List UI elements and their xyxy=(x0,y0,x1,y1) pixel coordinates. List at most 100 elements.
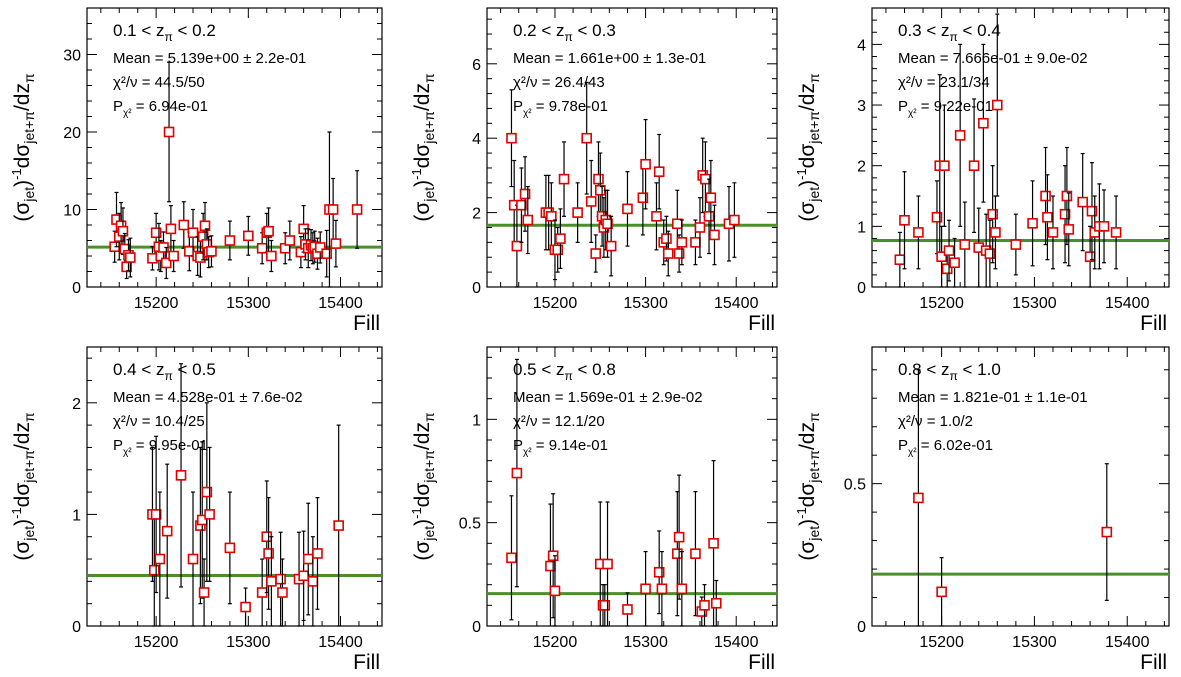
data-point xyxy=(522,214,534,226)
ylabel-part: dσ xyxy=(796,483,819,508)
data-point xyxy=(991,99,1003,111)
range-label-sub: π xyxy=(165,369,173,383)
x-tick-label: 15300 xyxy=(623,634,668,651)
range-label: 0.2 < zπ < 0.3 xyxy=(513,21,616,44)
ylabel-part: ) xyxy=(411,180,434,187)
ylabel-sup: -1 xyxy=(794,507,809,519)
data-point xyxy=(978,117,989,129)
ylabel-part: ) xyxy=(796,519,819,526)
data-point xyxy=(175,470,187,481)
ylabel-sub: jet+π xyxy=(806,450,822,484)
data-point xyxy=(622,604,633,615)
ylabel-sub: jet xyxy=(421,526,437,542)
data-point xyxy=(968,160,980,171)
data-point xyxy=(1101,526,1113,538)
data-point xyxy=(673,531,685,543)
ylabel-part: (σ xyxy=(11,541,34,561)
data-point xyxy=(959,239,971,250)
y-tick-label: 0 xyxy=(72,619,81,636)
ylabel-sup: -1 xyxy=(9,168,24,180)
data-point xyxy=(224,542,236,554)
data-point xyxy=(201,486,213,498)
ylabel-sub: jet+π xyxy=(21,111,37,145)
data-point xyxy=(1061,190,1073,202)
stat-prob-label: P xyxy=(113,437,123,454)
data-point xyxy=(206,246,217,257)
range-label-hi: < 0.5 xyxy=(173,360,216,379)
stat-prob-label: P xyxy=(513,437,523,454)
ylabel-part: dσ xyxy=(411,483,434,508)
y-axis-title: (σjet)-1dσjet+π/dzπ xyxy=(409,73,437,222)
x-tick-label: 15200 xyxy=(919,295,964,312)
data-point xyxy=(333,520,344,531)
data-point xyxy=(327,204,339,215)
x-tick-label: 15300 xyxy=(623,295,668,312)
stat-prob-value: = 9.22e-01 xyxy=(917,98,993,115)
ylabel-sup: -1 xyxy=(9,507,24,519)
ylabel-sub: jet xyxy=(21,187,37,203)
data-point xyxy=(163,126,175,138)
stat-prob-label: P xyxy=(513,98,523,115)
stat-prob-sub: χ² xyxy=(908,447,917,458)
ylabel-sub: π xyxy=(806,412,822,422)
ylabel-part: ) xyxy=(796,180,819,187)
data-point xyxy=(690,237,701,248)
stat-prob-value: = 6.94e-01 xyxy=(132,98,208,115)
y-axis-title: (σjet)-1dσjet+π/dzπ xyxy=(794,73,822,222)
data-point xyxy=(1098,221,1110,232)
data-point xyxy=(519,188,531,200)
range-label-sub: π xyxy=(950,30,958,44)
x-tick-label: 15200 xyxy=(533,295,578,312)
ylabel-part: /dz xyxy=(11,83,34,111)
y-tick-label: 0 xyxy=(472,619,481,636)
data-point xyxy=(240,601,251,613)
data-point xyxy=(150,509,162,520)
data-point xyxy=(506,132,517,144)
range-label-sub: π xyxy=(165,30,173,44)
data-point xyxy=(150,227,162,239)
ylabel-part: dσ xyxy=(11,144,34,169)
y-tick-label: 3 xyxy=(857,98,866,115)
range-label-hi: < 0.3 xyxy=(573,21,616,40)
data-point xyxy=(640,583,651,595)
plot-frame xyxy=(486,346,778,627)
ylabel-part: /dz xyxy=(796,422,819,450)
range-label-lo: 0.8 < z xyxy=(898,360,950,379)
data-point xyxy=(640,158,651,170)
y-tick-label: 0.5 xyxy=(459,516,481,533)
y-tick-label: 1 xyxy=(857,219,866,236)
range-label-lo: 0.4 < z xyxy=(113,360,165,379)
ylabel-sub: jet+π xyxy=(806,111,822,145)
data-point xyxy=(199,220,211,232)
stat-chi2: χ²/ν = 10.4/25 xyxy=(113,413,205,430)
data-point xyxy=(263,548,274,559)
stat-chi2: χ²/ν = 26.4/43 xyxy=(513,74,605,91)
data-point xyxy=(314,242,326,253)
data-point xyxy=(705,192,717,204)
plot-frame xyxy=(86,346,383,627)
data-point xyxy=(165,223,177,235)
data-point xyxy=(168,250,179,262)
stat-chi2: χ²/ν = 1.0/2 xyxy=(898,413,973,430)
data-point xyxy=(117,225,129,237)
ylabel-sub: π xyxy=(21,412,37,422)
ylabel-part: /dz xyxy=(411,422,434,450)
data-point xyxy=(653,566,665,578)
ylabel-part: /dz xyxy=(11,422,34,450)
ylabel-part: (σ xyxy=(11,202,34,222)
data-point xyxy=(302,553,314,565)
ylabel-part: (σ xyxy=(796,541,819,561)
ylabel-part: dσ xyxy=(411,144,434,169)
x-axis-title: Fill xyxy=(353,312,380,335)
range-label: 0.5 < zπ < 0.8 xyxy=(513,360,616,383)
x-tick-label: 15400 xyxy=(714,295,759,312)
data-point xyxy=(913,492,924,504)
data-point xyxy=(987,208,998,220)
data-point xyxy=(590,248,602,259)
data-point xyxy=(939,160,950,171)
data-point xyxy=(622,203,633,215)
y-tick-label: 6 xyxy=(472,57,481,74)
